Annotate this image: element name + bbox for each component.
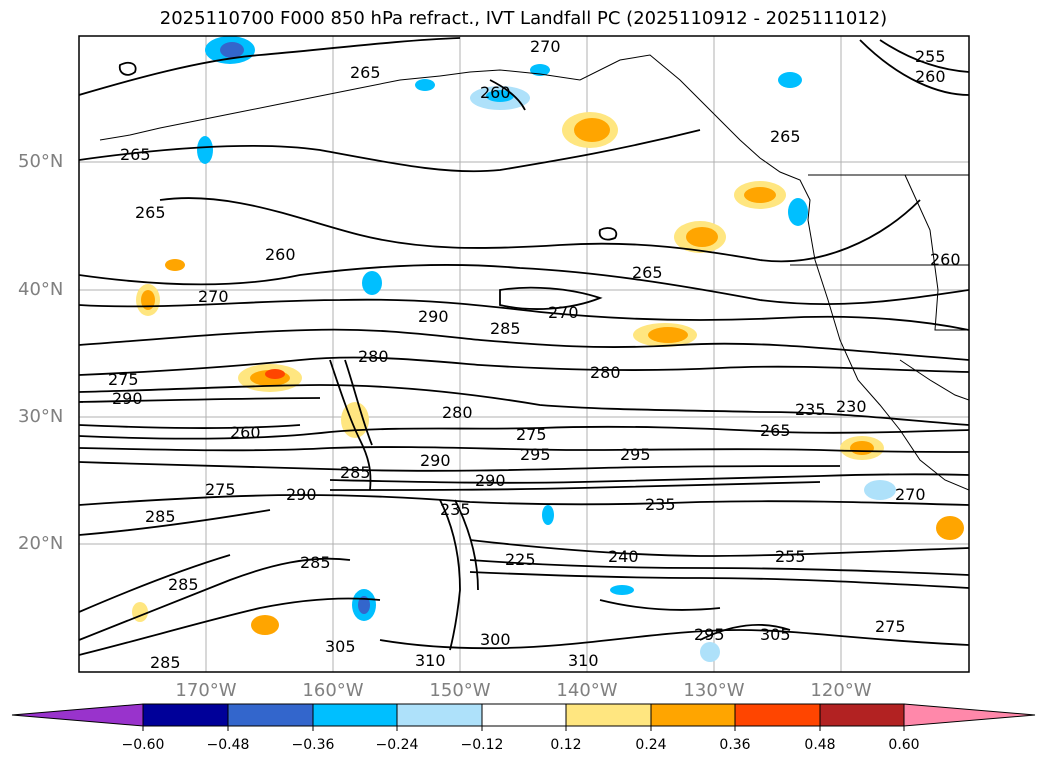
contour-label: 285 — [145, 507, 176, 526]
contour-label: 275 — [516, 425, 547, 444]
contour-label: 270 — [198, 287, 229, 306]
contour-label: 270 — [530, 37, 561, 56]
contour-label: 285 — [150, 653, 181, 672]
contour-label: 290 — [475, 471, 506, 490]
contour-label: 265 — [760, 421, 791, 440]
contour-labels: 270 265 260 255 260 265 265 265 260 265 … — [108, 37, 961, 672]
contour-label: 235 — [645, 495, 676, 514]
contour-label: 260 — [480, 83, 511, 102]
contour-label: 240 — [608, 547, 639, 566]
colorbar-extend-low — [11, 703, 144, 727]
contour-label: 310 — [568, 651, 599, 670]
contour-label: 265 — [135, 203, 166, 222]
contour-label: 260 — [930, 250, 961, 269]
lon-label: 120°W — [810, 680, 872, 701]
contour-label: 270 — [895, 485, 926, 504]
contour-label: 275 — [108, 370, 139, 389]
colorbar-tick-label: 0.48 — [804, 737, 836, 753]
contour-label: 265 — [770, 127, 801, 146]
contour-label: 290 — [112, 389, 143, 408]
colorbar — [11, 703, 1036, 731]
contour-label: 260 — [230, 423, 261, 442]
colorbar-swatch — [819, 703, 905, 727]
colorbar-tick-label: −0.60 — [121, 737, 165, 753]
contour-label: 290 — [420, 451, 451, 470]
contour-label: 285 — [340, 463, 371, 482]
lat-label: 50°N — [18, 151, 64, 172]
contour-label: 225 — [505, 550, 536, 569]
colorbar-extend-high — [903, 703, 1036, 727]
colorbar-tick-label: −0.24 — [375, 737, 419, 753]
contour-label: 295 — [620, 445, 651, 464]
colorbar-swatch — [481, 703, 567, 727]
contour-label: 290 — [286, 485, 317, 504]
colorbar-tick-label: −0.36 — [291, 737, 335, 753]
contour-label: 255 — [915, 47, 946, 66]
contour-label: 230 — [836, 397, 867, 416]
contour-label: 280 — [590, 363, 621, 382]
contour-label: 255 — [775, 547, 806, 566]
contour-label: 290 — [418, 307, 449, 326]
contour-label: 285 — [490, 319, 521, 338]
graticule — [79, 36, 969, 672]
colorbar-tick-label: 0.24 — [635, 737, 667, 753]
contours — [79, 37, 969, 656]
colorbar-tick-label: 0.36 — [719, 737, 751, 753]
contour-label: 265 — [120, 145, 151, 164]
lat-label: 30°N — [18, 406, 64, 427]
map-title: 2025110700 F000 850 hPa refract., IVT La… — [159, 8, 888, 29]
contour-label: 270 — [548, 303, 579, 322]
contour-label: 285 — [300, 553, 331, 572]
shaded-field — [132, 36, 964, 662]
colorbar-swatch — [142, 703, 229, 727]
contour-label: 280 — [442, 403, 473, 422]
lon-label: 160°W — [302, 680, 364, 701]
contour-label: 275 — [875, 617, 906, 636]
colorbar-swatch — [650, 703, 736, 727]
colorbar-tick-label: 0.60 — [888, 737, 920, 753]
contour-label: 260 — [265, 245, 296, 264]
contour-label: 280 — [358, 347, 389, 366]
contour-label: 305 — [325, 637, 356, 656]
colorbar-swatch — [227, 703, 314, 727]
map-frame — [78, 35, 970, 673]
colorbar-tick-label: 0.12 — [550, 737, 582, 753]
contour-label: 295 — [694, 625, 725, 644]
contour-label: 275 — [205, 480, 236, 499]
colorbar-swatch — [734, 703, 821, 727]
lon-label: 150°W — [429, 680, 491, 701]
contour-label: 235 — [795, 400, 826, 419]
contour-label: 265 — [632, 263, 663, 282]
lon-label: 130°W — [683, 680, 745, 701]
contour-label: 305 — [760, 625, 791, 644]
colorbar-swatch — [312, 703, 398, 727]
colorbar-tick-label: −0.12 — [460, 737, 504, 753]
contour-label: 265 — [350, 63, 381, 82]
contour-label: 285 — [168, 575, 199, 594]
colorbar-swatch — [565, 703, 652, 727]
contour-label: 295 — [520, 445, 551, 464]
contour-label: 310 — [415, 651, 446, 670]
contour-label: 235 — [440, 500, 471, 519]
contour-label: 300 — [480, 630, 511, 649]
colorbar-swatch — [396, 703, 483, 727]
lat-label: 20°N — [18, 533, 64, 554]
lat-label: 40°N — [18, 279, 64, 300]
contour-label: 260 — [915, 67, 946, 86]
map-background — [79, 36, 969, 672]
lon-label: 170°W — [175, 680, 237, 701]
lon-label: 140°W — [556, 680, 618, 701]
colorbar-tick-label: −0.48 — [206, 737, 250, 753]
